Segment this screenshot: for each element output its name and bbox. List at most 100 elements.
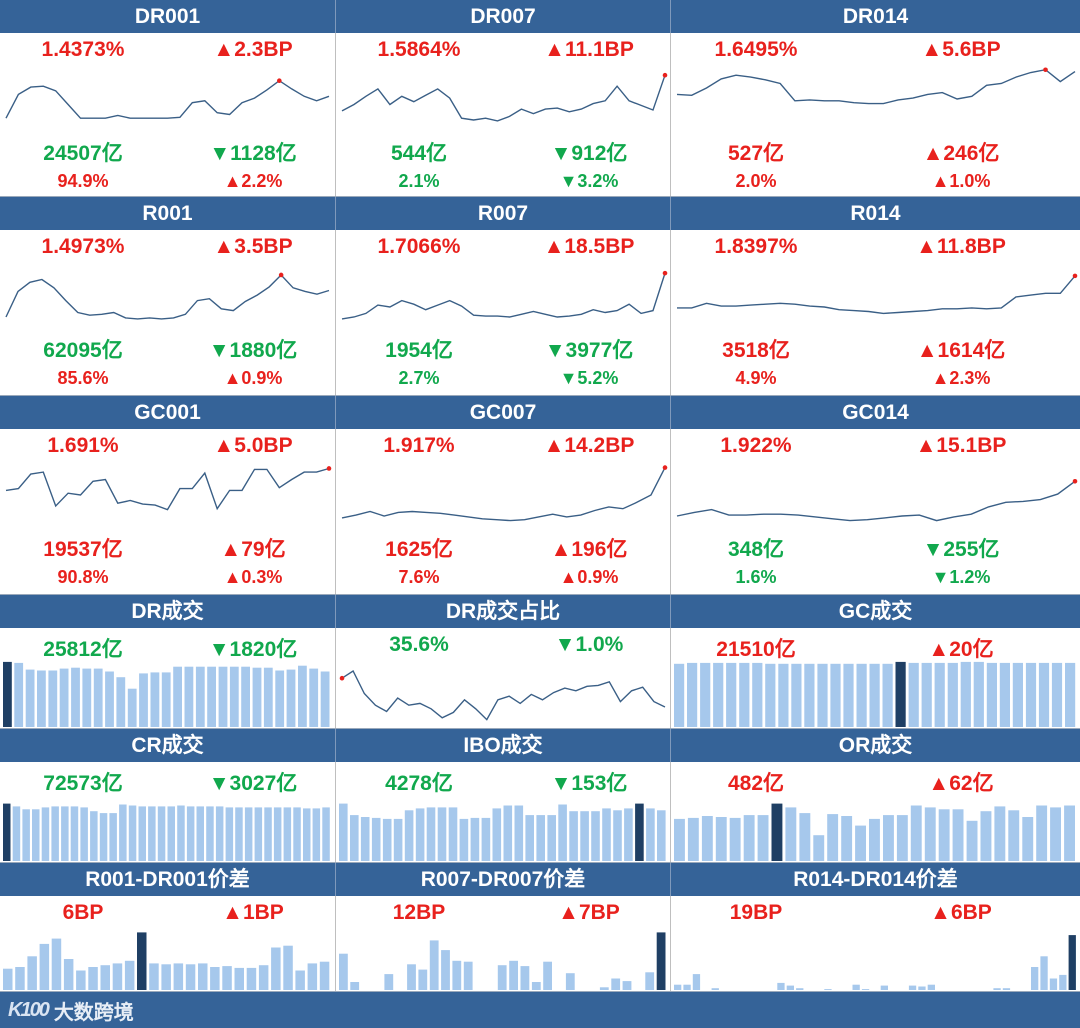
bar [624,808,633,861]
bar [856,663,867,727]
rate-value: 1.922% [720,434,792,457]
bar [109,813,117,861]
bar [437,807,447,861]
bar [536,815,545,861]
bar [869,663,880,727]
peak-marker [326,466,332,471]
bar [1031,967,1039,990]
panel-header-dr007: DR007 [335,0,670,33]
bar [1051,662,1063,727]
chart-gc014 [676,478,1078,522]
chart-ibo- [339,803,666,861]
bar [263,667,273,727]
bar [360,817,370,861]
bar [569,811,578,861]
bar [973,661,984,727]
bar [15,967,25,990]
bar [71,667,80,727]
bar [824,989,832,990]
bar [234,967,244,990]
bar [674,818,685,861]
peak-marker [662,270,668,276]
series-line [676,68,1076,105]
bar [1038,662,1050,727]
row-divider [0,395,1080,396]
rate-value: 1.6495% [714,38,798,61]
bar [303,808,311,861]
bar [22,809,30,861]
bar [88,967,98,990]
bar [82,668,92,727]
bar [921,662,932,727]
bar [196,806,204,861]
series-line [5,79,330,119]
panel-dr-: 25812亿 ▼1820亿 [0,628,335,729]
rate-change: ▲62亿 [928,772,994,795]
bar [543,961,552,990]
volume-value: 62095亿 [43,339,123,362]
bar [757,815,769,861]
volume-change: ▼255亿 [922,538,1000,561]
share-change: ▲1.0% [931,171,991,191]
bar [547,815,556,861]
row-divider [0,862,1080,863]
bar [307,963,318,990]
panel-header-r001-dr001-: R001-DR001价差 [0,863,335,896]
volume-value: 3518亿 [722,339,790,362]
bar [80,807,88,861]
share-value: 2.0% [735,171,777,191]
bar [986,662,997,727]
panel-header-gc014: GC014 [670,396,1080,429]
share-change: ▼1.2% [931,567,991,587]
bar [452,960,462,990]
bar [674,984,682,990]
volume-change: ▼1128亿 [209,142,297,165]
bar [1059,974,1067,990]
rate-value: 1.7066% [377,235,461,258]
panel-r014-dr014-: 19BP ▲6BP [670,896,1080,992]
volume-value: 544亿 [390,142,448,165]
rate-change: ▲20亿 [928,638,994,661]
rate-change: ▲1BP [222,901,284,924]
bar [320,671,330,727]
bar [210,967,220,990]
bar [646,808,655,861]
rate-value: 1.5864% [377,38,461,61]
bar-current [3,803,11,861]
rate-value: 25812亿 [43,638,123,661]
bar [63,959,74,990]
bar [59,668,69,727]
bar [908,985,917,990]
bar [185,964,196,990]
bar [244,807,253,861]
panel-r007: 1.7066% ▲18.5BP 1954亿 ▼3977亿 2.7% ▼5.2% [335,230,670,396]
bar [222,966,232,990]
bar-current [771,803,783,861]
bar [90,811,98,861]
panel-header-gc-: GC成交 [670,595,1080,628]
bar [960,661,971,727]
chart-r007-dr007- [339,932,666,990]
bar [70,806,79,861]
rate-value: 72573亿 [43,772,123,795]
chart-dr007 [341,72,668,122]
volume-change: ▲196亿 [550,538,628,561]
bar [896,815,908,861]
bar [14,662,24,727]
rate-change: ▼1.0% [554,633,624,656]
bar [778,663,789,727]
bar [283,807,292,861]
bar [622,981,632,990]
rate-value: 482亿 [727,772,785,795]
section-row-1: R001 1.4973% ▲3.5BP 62095亿 ▼1880亿 85.6% ▲0.9% R… [0,197,1080,396]
bar [99,813,108,861]
bar [674,663,685,727]
bar [298,665,307,727]
rate-value: 12BP [392,901,446,924]
rate-change: ▲14.2BP [543,434,635,457]
rate-value: 19BP [729,901,783,924]
bar [796,988,804,990]
bar [206,806,214,861]
bar [687,817,699,861]
logo-mark: K100 [8,998,50,1021]
